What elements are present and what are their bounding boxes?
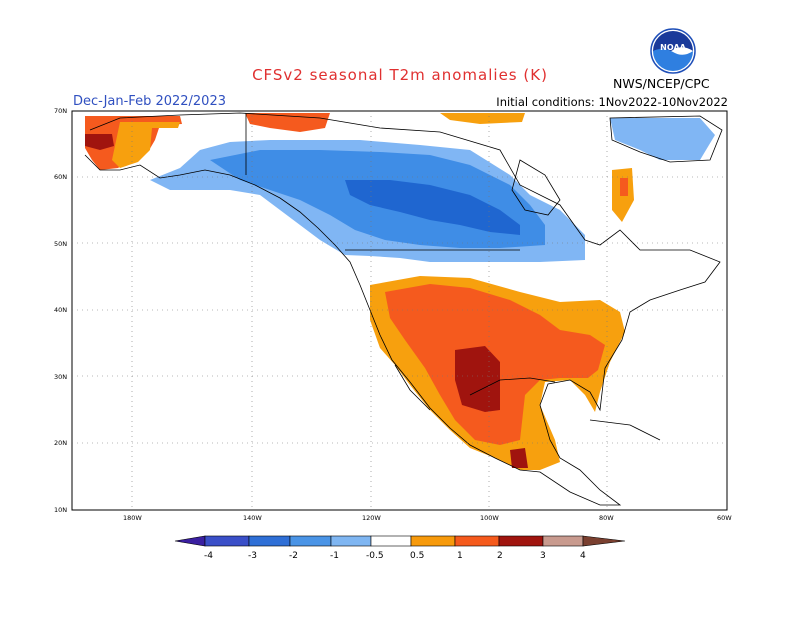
logo-text: NOAA [660, 43, 686, 52]
labrador-red [620, 178, 628, 196]
colorbar-swatch [330, 535, 372, 547]
lon-label: 140W [243, 514, 262, 522]
lat-label: 40N [54, 306, 67, 314]
agency-label: NWS/NCEP/CPC [613, 76, 710, 91]
arctic-warm-region [245, 113, 330, 132]
cuba [589, 419, 661, 441]
graticule [72, 111, 727, 510]
colorbar-max-arrow [582, 535, 626, 547]
colorbar-swatch [498, 535, 544, 547]
colorbar [174, 535, 626, 547]
map-title: CFSv2 seasonal T2m anomalies (K) [252, 66, 548, 84]
coastlines [84, 112, 723, 506]
colorbar-label: -3 [248, 551, 257, 561]
greenland-outline [609, 115, 723, 163]
colorbar-swatch [204, 535, 250, 547]
baja [394, 364, 431, 411]
canada-dark-blue [345, 180, 520, 235]
lat-label: 10N [54, 506, 67, 514]
latitude-labels: 10N 20N 30N 40N 50N 60N 70N [54, 107, 67, 514]
initial-conditions-label: Initial conditions: 1Nov2022-10Nov2022 [496, 95, 728, 109]
lat-label: 20N [54, 439, 67, 447]
lat-label: 50N [54, 240, 67, 248]
north-america-outline [84, 112, 721, 506]
arctic-orange-region [440, 113, 525, 124]
lon-label: 60W [717, 514, 732, 522]
anomaly-shading [85, 113, 715, 470]
season-label: Dec-Jan-Feb 2022/2023 [73, 94, 226, 109]
lon-label: 180W [123, 514, 142, 522]
noaa-logo: NOAA [650, 28, 696, 74]
colorbar-label: 1 [457, 551, 463, 561]
lon-label: 80W [599, 514, 614, 522]
colorbar-label: 2 [497, 551, 503, 561]
lat-label: 60N [54, 173, 67, 181]
gulf-coast [469, 377, 556, 396]
hudson-bay [511, 159, 561, 216]
colorbar-label: -4 [204, 551, 213, 561]
colorbar-min-arrow [174, 535, 206, 547]
colorbar-label: 3 [540, 551, 546, 561]
longitude-labels: 180W 140W 120W 100W 80W 60W [123, 514, 732, 522]
texas-dark-region [455, 346, 500, 412]
alaska-dark-region [85, 134, 114, 150]
colorbar-swatch [370, 535, 412, 547]
colorbar-swatch [542, 535, 584, 547]
colorbar-label: 0.5 [410, 551, 424, 561]
colorbar-label: -2 [289, 551, 298, 561]
lon-label: 120W [362, 514, 381, 522]
lon-label: 100W [480, 514, 499, 522]
colorbar-label: 4 [580, 551, 586, 561]
colorbar-labels: -4 -3 -2 -1 -0.5 0.5 1 2 3 4 [204, 551, 586, 561]
lat-label: 30N [54, 373, 67, 381]
greenland-blue [610, 118, 715, 160]
colorbar-label: -1 [330, 551, 339, 561]
colorbar-label: -0.5 [366, 551, 384, 561]
lat-label: 70N [54, 107, 67, 115]
alaska-orange-region [112, 122, 180, 168]
mexico-dark-region [510, 448, 528, 468]
colorbar-swatch [410, 535, 456, 547]
colorbar-swatch [289, 535, 332, 547]
colorbar-swatch [454, 535, 500, 547]
colorbar-swatch [248, 535, 291, 547]
